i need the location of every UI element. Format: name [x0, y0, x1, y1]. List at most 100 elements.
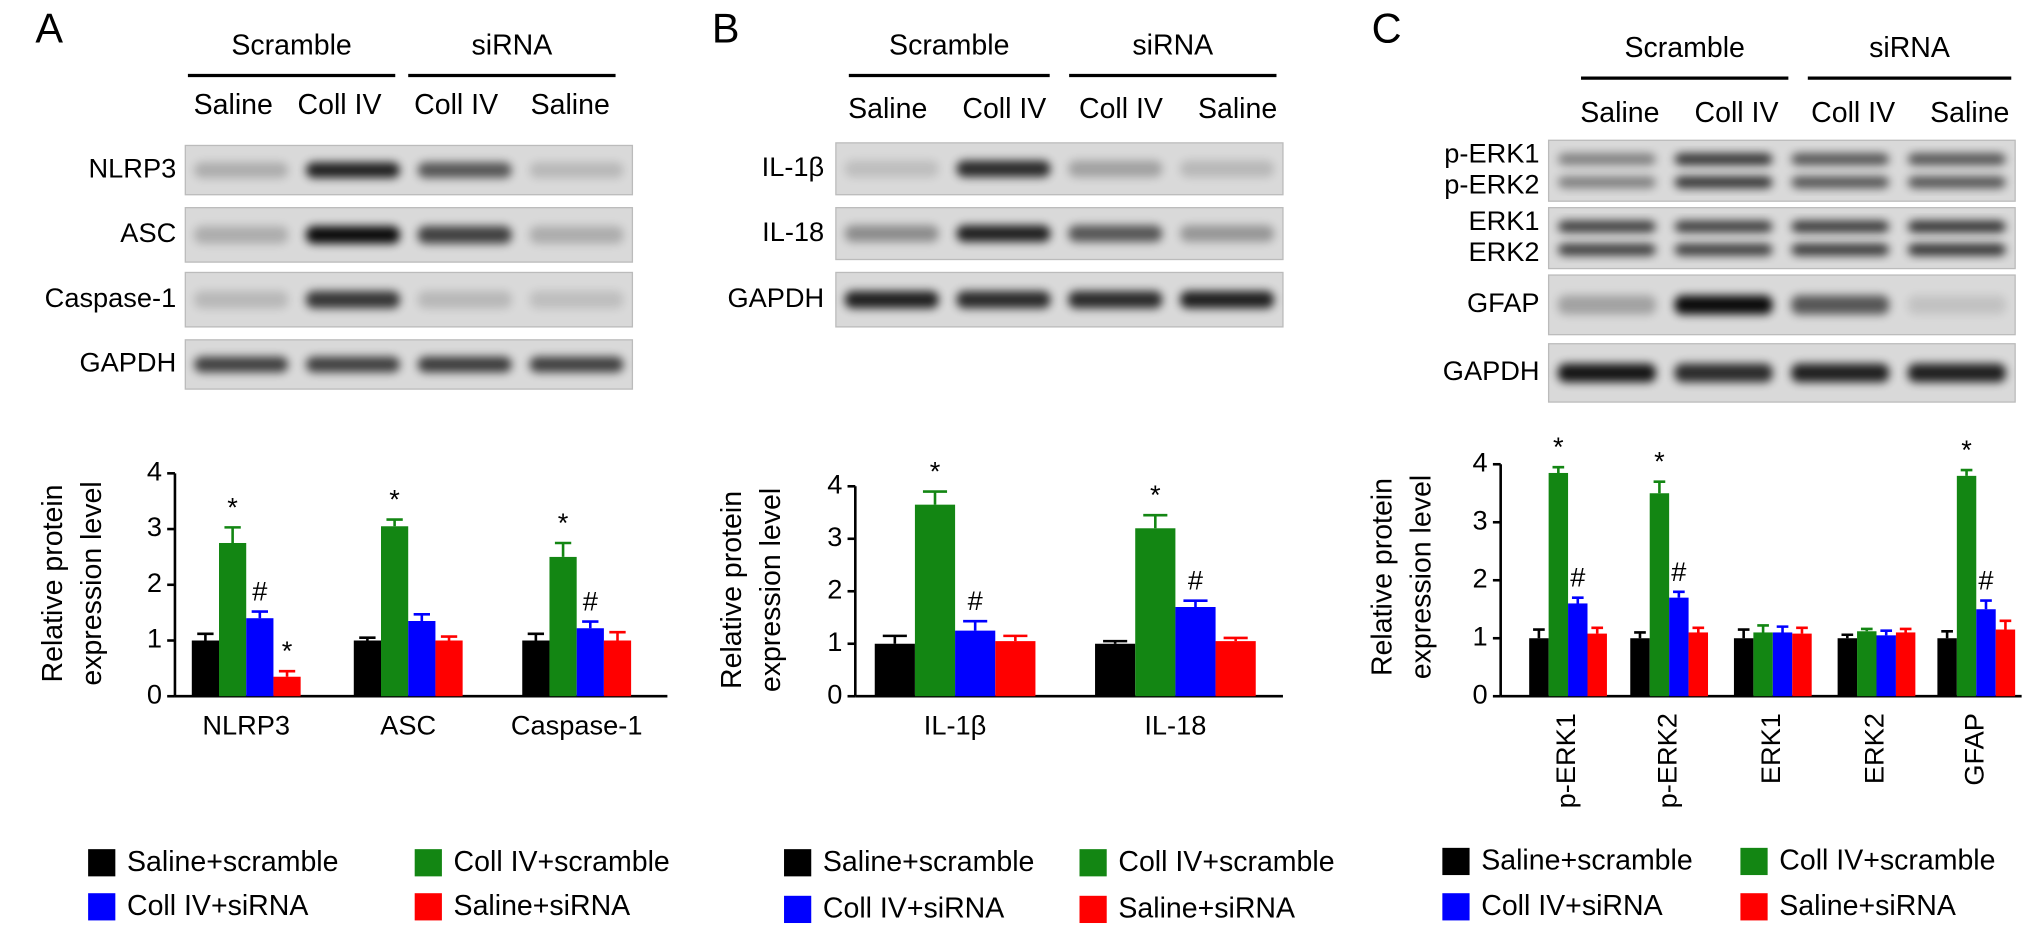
bar [1895, 632, 1916, 697]
blot-band [194, 356, 289, 373]
legend-swatch [88, 893, 116, 921]
blot-band [956, 225, 1051, 242]
blot-row-label: IL-18 [762, 216, 824, 247]
y-tick-label: 0 [1473, 678, 1488, 709]
error-bar [1776, 625, 1789, 633]
error-bar [1003, 634, 1028, 642]
blot-row-label: ASC [120, 217, 176, 248]
legend-swatch [1079, 849, 1107, 877]
blot-band [194, 226, 289, 244]
lane-label: Coll IV [1695, 97, 1779, 129]
blot-band [529, 162, 624, 178]
error-bar [1533, 628, 1545, 639]
x-tick-label: IL-18 [1144, 710, 1206, 741]
significance-mark: * [1150, 479, 1161, 510]
x-tick-label: p-ERK1 [1550, 713, 1581, 808]
error-bar [1757, 624, 1769, 633]
group-label: siRNA [1869, 32, 1950, 64]
error-bar [1860, 627, 1873, 632]
group-label: Scramble [889, 30, 1009, 62]
blot-band [417, 226, 512, 244]
bar [219, 542, 247, 697]
bar [1630, 638, 1650, 697]
x-tick-label: p-ERK2 [1651, 713, 1682, 808]
bar [1175, 607, 1216, 697]
bar [1587, 633, 1607, 697]
legend-swatch [1740, 847, 1768, 876]
blot-band [417, 290, 512, 309]
blot-band [844, 160, 939, 178]
y-tick-label: 0 [147, 678, 162, 709]
error-bar [1653, 480, 1666, 494]
bar [1753, 632, 1773, 697]
blot-band [1180, 160, 1275, 178]
y-axis-label: expression level [1405, 475, 1437, 679]
blot-band [1674, 243, 1773, 256]
bar [1529, 638, 1549, 697]
significance-mark: # [583, 586, 598, 617]
bar [246, 618, 274, 697]
legend-swatch [1442, 847, 1470, 876]
bar [1135, 528, 1176, 697]
error-bar [1796, 626, 1808, 634]
significance-mark: * [1654, 446, 1665, 477]
x-tick-label: IL-1β [924, 710, 987, 741]
bar [914, 504, 956, 697]
error-bar [922, 490, 948, 505]
legend-label: Saline+siRNA [1779, 890, 1956, 922]
error-bar [413, 613, 430, 622]
blot-band [1557, 243, 1656, 256]
lane-label: Coll IV [1079, 93, 1163, 125]
significance-mark: # [1978, 565, 1993, 596]
bar [1733, 638, 1754, 697]
x-tick-label: NLRP3 [202, 710, 290, 741]
significance-mark: # [1188, 565, 1203, 596]
blot-row-label: GAPDH [1443, 355, 1540, 386]
blot-band [529, 356, 624, 373]
blot-row-label: GAPDH [79, 347, 176, 378]
bar [603, 640, 632, 697]
significance-mark: * [282, 635, 293, 666]
bar [191, 640, 220, 697]
blot-band [1674, 363, 1773, 383]
blot-band [1791, 176, 1890, 189]
legend-label: Saline+siRNA [1118, 893, 1295, 925]
blot-row-label: NLRP3 [89, 152, 177, 183]
y-tick-label: 3 [1473, 504, 1488, 535]
blot-band [1674, 220, 1773, 233]
legend-swatch [1442, 893, 1470, 921]
y-tick-label: 4 [147, 456, 162, 487]
blot-band [1674, 295, 1773, 315]
error-bar [1941, 629, 1953, 639]
panel: B Scramble siRNA Saline Coll IV Coll IV Saline… [712, 4, 1284, 328]
error-bar [386, 518, 403, 527]
blot-background [1547, 207, 2016, 270]
error-bar [527, 632, 545, 641]
bar [435, 640, 463, 697]
blot-band [1180, 290, 1275, 309]
blot-band [1907, 295, 2006, 315]
bar [1568, 603, 1588, 697]
bar [1956, 475, 1977, 697]
blot-band [194, 162, 289, 178]
lane-label: Coll IV [1811, 97, 1895, 129]
error-bar [1737, 628, 1750, 639]
y-axis-label: expression level [755, 488, 787, 692]
blot-band [1907, 220, 2006, 233]
x-tick-label: ERK1 [1755, 713, 1786, 784]
blot-band [306, 162, 400, 178]
group-label: siRNA [472, 30, 553, 62]
blot-band [306, 226, 400, 244]
y-axis-label: expression level [76, 481, 108, 685]
error-bar [1103, 639, 1128, 644]
lane-label: Saline [1930, 97, 2009, 129]
blot-band [1557, 295, 1656, 315]
error-bar [1960, 468, 1973, 476]
bar [955, 630, 996, 697]
blot-band [1557, 363, 1656, 383]
panel: A Scramble siRNA Saline Coll IV Coll IV Saline… [35, 4, 634, 390]
error-bar [278, 669, 296, 677]
legend-swatch [414, 893, 442, 921]
